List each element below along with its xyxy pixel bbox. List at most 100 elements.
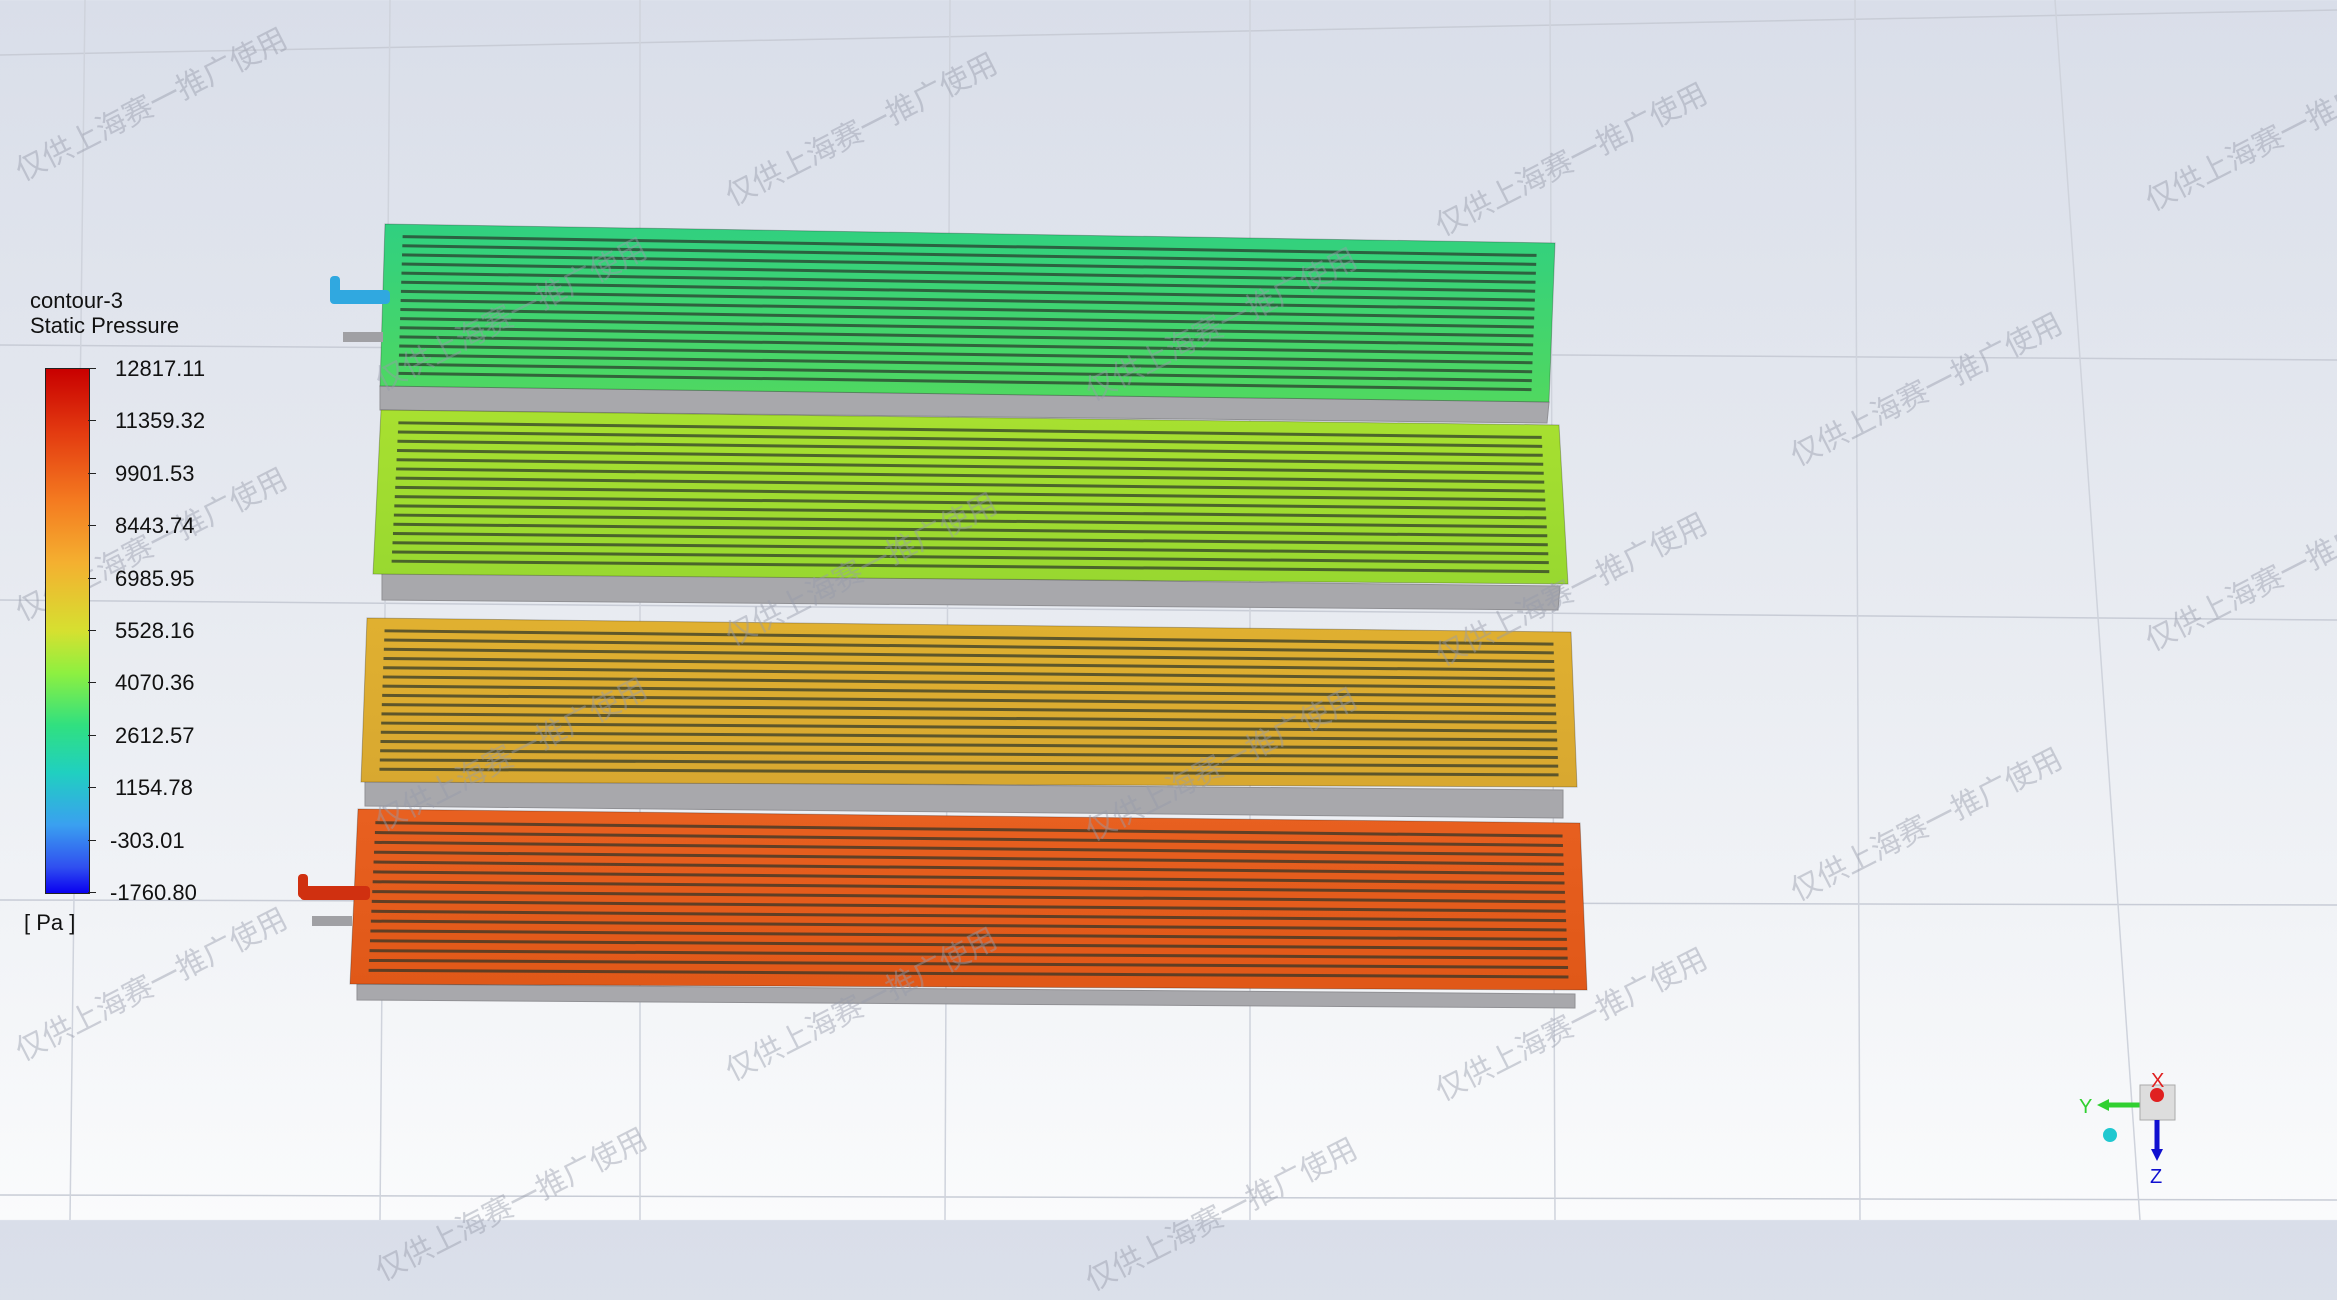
flow-channel <box>382 693 1556 707</box>
flow-channel <box>396 467 1545 484</box>
legend-tick <box>88 577 96 579</box>
flow-channel <box>397 448 1544 466</box>
flow-channel <box>401 262 1536 284</box>
flow-channel <box>374 840 1564 857</box>
flow-channel <box>371 899 1566 913</box>
grid-line <box>379 0 391 1220</box>
flow-channel <box>399 335 1533 356</box>
outlet-pipe[interactable] <box>300 886 370 900</box>
flow-channel <box>400 289 1535 311</box>
flow-channel <box>379 767 1559 777</box>
legend-tick-label: 2612.57 <box>115 722 195 748</box>
flow-channel <box>384 629 1554 646</box>
z-axis-label: Z <box>2150 1166 2162 1188</box>
flow-channel <box>370 929 1567 941</box>
flow-channel <box>372 890 1566 904</box>
legend-tick-label: 12817.11 <box>115 356 206 381</box>
flow-channel <box>391 559 1550 574</box>
inlet-support <box>343 332 383 342</box>
flow-channel <box>371 909 1567 923</box>
inlet-pipe[interactable] <box>330 290 390 304</box>
flow-channel <box>372 880 1565 894</box>
grid-line <box>0 1194 2337 1201</box>
plate-3[interactable] <box>360 617 1578 788</box>
viewport-3d[interactable] <box>0 0 2337 1220</box>
backing-frame <box>364 779 1564 819</box>
backing-frame <box>381 571 1561 611</box>
flow-channel <box>393 513 1547 529</box>
flow-channel <box>369 939 1568 951</box>
flow-channel <box>373 870 1565 885</box>
flow-channel <box>381 721 1557 733</box>
grid-line <box>944 0 951 1220</box>
legend-tick <box>88 630 96 631</box>
y-axis-label: Y <box>2079 1096 2092 1118</box>
legend-tick-label: -303.01 <box>110 827 185 853</box>
flow-channel <box>392 541 1549 556</box>
legend-tick <box>88 839 96 841</box>
flow-channel <box>380 740 1558 751</box>
legend-tick <box>88 368 96 369</box>
flow-channel <box>384 638 1554 655</box>
legend-variable: Static Pressure <box>30 313 180 338</box>
flow-channel <box>375 821 1563 838</box>
axis-triad[interactable]: X Y Z <box>2075 1065 2215 1195</box>
legend-tick-label: -1760.80 <box>110 880 197 905</box>
legend-tick-label: 8443.74 <box>115 513 195 539</box>
x-axis-ball <box>2150 1088 2164 1102</box>
plate-4[interactable] <box>349 808 1588 991</box>
flow-channel <box>395 476 1545 493</box>
flow-channel <box>398 371 1532 392</box>
legend-tick-label: 4070.36 <box>115 670 195 696</box>
color-legend: contour-3 Static Pressure 12817.11 11359.… <box>24 288 205 935</box>
y-arrowhead-icon <box>2097 1099 2109 1111</box>
colorbar <box>45 368 90 894</box>
legend-tick <box>88 734 96 736</box>
flow-channel <box>374 850 1564 866</box>
plate-2[interactable] <box>372 409 1569 585</box>
flow-channel <box>368 968 1569 979</box>
cold-plate-model[interactable] <box>298 223 1588 1009</box>
flow-channel <box>399 326 1534 347</box>
flow-channel <box>393 522 1548 538</box>
flow-channel <box>402 253 1536 275</box>
flow-channel <box>402 235 1537 257</box>
flow-channel <box>381 712 1557 725</box>
z-arrowhead-icon <box>2151 1149 2163 1161</box>
flow-channel <box>397 439 1543 457</box>
flow-channel <box>401 271 1536 293</box>
flow-channel <box>380 749 1558 759</box>
legend-title: contour-3 <box>30 288 123 313</box>
legend-tick-label: 11359.32 <box>115 408 206 434</box>
background-grid <box>0 0 2337 1220</box>
flow-channel <box>394 495 1546 511</box>
plate-1[interactable] <box>379 223 1556 403</box>
flow-channel <box>402 244 1537 266</box>
flow-channel <box>369 949 1568 960</box>
flow-channel <box>400 308 1534 329</box>
flow-channel <box>374 831 1563 847</box>
legend-tick <box>88 787 96 789</box>
flow-channel <box>401 280 1535 302</box>
flow-channel <box>398 353 1533 374</box>
flow-channel <box>396 458 1544 475</box>
triad-center-ball <box>2103 1128 2117 1142</box>
legend-tick-label: 5528.16 <box>115 618 195 643</box>
flow-channel <box>397 430 1543 448</box>
flow-channel <box>379 758 1559 768</box>
flow-channel <box>380 730 1558 742</box>
flow-channel <box>400 317 1534 338</box>
flow-channel <box>395 485 1546 502</box>
inlet-pipe-elbow <box>330 276 340 302</box>
grid-line <box>0 599 2337 621</box>
backing-frame <box>356 983 1576 1009</box>
legend-tick <box>88 420 96 422</box>
flow-channel <box>392 532 1548 547</box>
flow-channel <box>382 684 1556 698</box>
flow-channel <box>382 675 1556 690</box>
legend-tick <box>88 892 96 893</box>
grid-line <box>0 9 2337 56</box>
outlet-support <box>312 916 352 926</box>
flow-channel <box>381 703 1557 716</box>
flow-channel <box>383 656 1555 672</box>
